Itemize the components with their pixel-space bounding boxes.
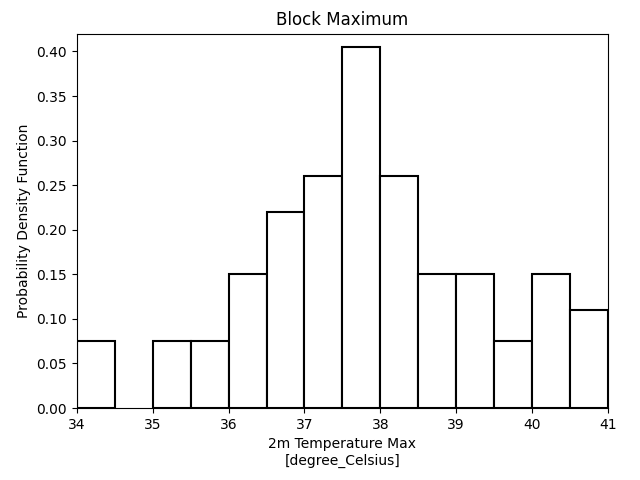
Bar <box>153 341 191 408</box>
Bar <box>532 274 570 408</box>
Bar <box>419 274 456 408</box>
Bar <box>456 274 494 408</box>
Bar <box>266 212 305 408</box>
Bar <box>305 176 342 408</box>
Bar <box>191 341 228 408</box>
Y-axis label: Probability Density Function: Probability Density Function <box>17 124 31 318</box>
Bar <box>77 341 115 408</box>
Bar <box>228 274 266 408</box>
Bar <box>342 47 380 408</box>
Bar <box>380 176 419 408</box>
Title: Block Maximum: Block Maximum <box>276 11 408 29</box>
Bar <box>570 310 608 408</box>
Bar <box>494 341 532 408</box>
X-axis label: 2m Temperature Max
[degree_Celsius]: 2m Temperature Max [degree_Celsius] <box>268 437 417 468</box>
